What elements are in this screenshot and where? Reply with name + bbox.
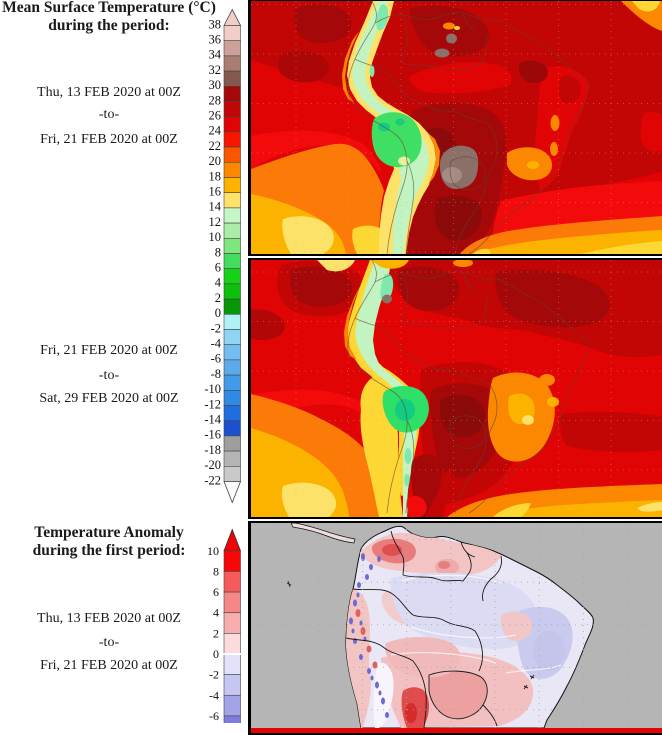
- svg-text:24: 24: [209, 124, 222, 138]
- svg-text:36: 36: [209, 33, 222, 47]
- svg-text:-18: -18: [204, 443, 221, 457]
- svg-text:8: 8: [213, 564, 219, 578]
- svg-text:-6: -6: [211, 352, 221, 366]
- svg-text:14: 14: [209, 200, 222, 214]
- svg-text:2: 2: [215, 291, 221, 305]
- svg-text:0: 0: [215, 306, 221, 320]
- svg-text:0: 0: [213, 647, 219, 661]
- svg-text:4: 4: [213, 606, 219, 620]
- svg-text:-6: -6: [209, 709, 219, 723]
- svg-text:38: 38: [209, 17, 222, 31]
- svg-text:4: 4: [215, 276, 222, 290]
- svg-text:12: 12: [209, 215, 222, 229]
- svg-text:-4: -4: [211, 337, 222, 351]
- svg-text:6: 6: [213, 585, 219, 599]
- svg-text:30: 30: [209, 78, 222, 92]
- svg-text:-20: -20: [204, 458, 221, 472]
- svg-text:-2: -2: [211, 321, 221, 335]
- svg-text:10: 10: [207, 544, 219, 558]
- svg-text:20: 20: [209, 154, 222, 168]
- svg-text:-10: -10: [204, 382, 221, 396]
- svg-text:16: 16: [209, 185, 222, 199]
- svg-text:-16: -16: [204, 428, 221, 442]
- svg-text:-14: -14: [204, 413, 221, 427]
- svg-text:-12: -12: [204, 397, 221, 411]
- svg-text:-4: -4: [209, 688, 219, 702]
- svg-text:2: 2: [213, 626, 219, 640]
- svg-text:-2: -2: [209, 668, 219, 682]
- svg-text:6: 6: [215, 261, 221, 275]
- svg-text:-8: -8: [211, 367, 221, 381]
- svg-text:28: 28: [209, 93, 222, 107]
- svg-text:18: 18: [209, 169, 222, 183]
- svg-text:-22: -22: [204, 473, 221, 487]
- svg-text:26: 26: [209, 109, 222, 123]
- svg-text:34: 34: [209, 48, 222, 62]
- svg-text:8: 8: [215, 245, 221, 259]
- svg-text:32: 32: [209, 63, 222, 77]
- svg-text:22: 22: [209, 139, 222, 153]
- svg-text:10: 10: [209, 230, 222, 244]
